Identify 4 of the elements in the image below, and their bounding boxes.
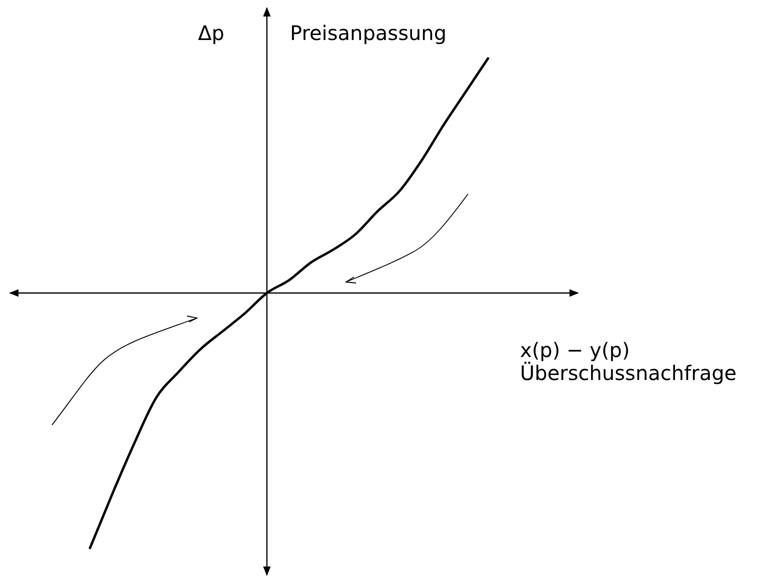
text: Überschussnachfrage [520, 361, 737, 385]
text: Preisanpassung [290, 21, 447, 45]
x-axis-title: x(p) − y(p) [520, 338, 630, 362]
y-axis-title: Δp [198, 21, 224, 45]
